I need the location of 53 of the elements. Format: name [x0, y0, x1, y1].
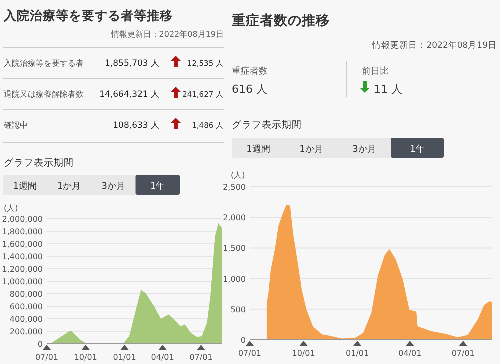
- y-tick-label: 400,000: [10, 315, 43, 324]
- y-tick-label: 1,600,000: [2, 240, 43, 249]
- text: 前日比: [362, 66, 389, 77]
- x-tick-label: 07/01: [35, 353, 59, 362]
- text: 退院又は療養解除者数: [4, 90, 84, 99]
- y-tick-label: 1,000,000: [2, 278, 43, 286]
- x-tick-label: 04/01: [151, 353, 174, 362]
- text: 1週間: [246, 144, 270, 155]
- y-tick-label: 2,000,000: [2, 215, 43, 224]
- text: 入院治療等を要する者: [4, 59, 84, 68]
- y-tick-label: 2,000: [223, 214, 246, 223]
- y-tick-label: 600,000: [10, 302, 43, 312]
- text: グラフ表示期間: [4, 157, 74, 169]
- text: 情報更新日：2022年08月19日: [110, 30, 224, 39]
- y-tick-label: 800,000: [10, 290, 43, 299]
- text: 情報更新日：2022年08月19日: [372, 40, 497, 51]
- x-tick-label: 07/01: [238, 349, 262, 358]
- y-tick-label: 1,800,000: [2, 228, 43, 236]
- y-tick-label: 1,500: [223, 244, 246, 254]
- y-axis-title: (人): [4, 204, 18, 213]
- x-tick-label: 01/01: [113, 353, 136, 362]
- x-tick-label: 10/01: [74, 353, 98, 362]
- y-tick-label: 500: [230, 305, 246, 314]
- text: 14,664,321 人: [100, 89, 160, 100]
- text: 重症者数: [232, 66, 268, 77]
- text: 108,633 人: [113, 120, 160, 131]
- x-tick-label: 04/01: [398, 349, 422, 358]
- text: 1週間: [13, 181, 37, 192]
- text: グラフ表示期間: [232, 119, 302, 131]
- text: 1年: [150, 181, 166, 192]
- y-tick-label: 200,000: [10, 328, 43, 336]
- y-tick-label: 1,000: [223, 274, 246, 284]
- x-tick-label: 10/01: [292, 349, 316, 358]
- y-tick-label: 1,200,000: [2, 265, 43, 274]
- text: 重症者数の推移: [231, 12, 330, 29]
- y-tick-label: 0: [240, 336, 246, 345]
- text: 3か月: [102, 182, 126, 192]
- text: 1か月: [58, 182, 82, 192]
- text: 1,855,703 人: [105, 58, 160, 69]
- x-tick-label: 07/01: [452, 349, 475, 358]
- text: 616 人: [232, 83, 268, 96]
- y-tick-label: 1,400,000: [2, 252, 43, 262]
- y-tick-label: 0: [38, 340, 43, 349]
- x-tick-label: 07/01: [190, 353, 213, 362]
- text: 3か月: [352, 145, 376, 155]
- text: 11 人: [374, 83, 402, 96]
- text: 1年: [410, 144, 425, 155]
- y-axis-title: (人): [231, 171, 246, 180]
- text: 入院治療等を要する者等推移: [3, 8, 173, 23]
- text: 確認中: [3, 121, 28, 130]
- x-tick-label: 01/01: [346, 349, 370, 358]
- text: 1か月: [300, 145, 324, 155]
- y-tick-label: 2,500: [223, 183, 246, 192]
